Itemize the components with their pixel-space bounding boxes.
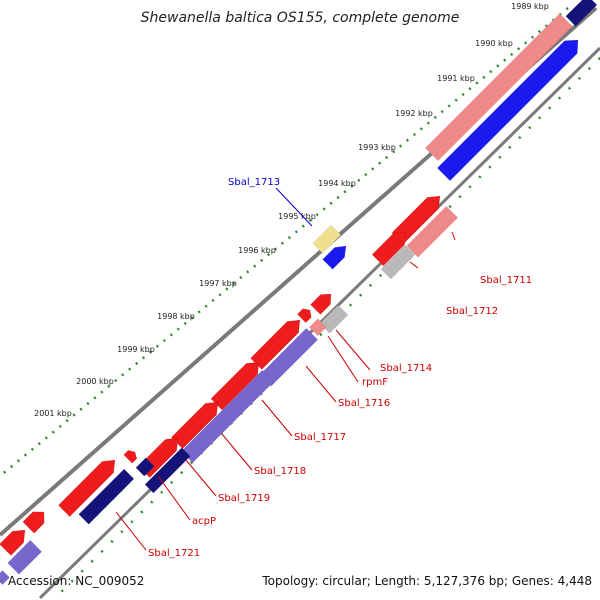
gene-block-rpmf-red[interactable] bbox=[296, 308, 312, 324]
inner-tick-ruler bbox=[54, 57, 600, 599]
gene-label-acpp[interactable]: acpP bbox=[192, 516, 216, 527]
gene-label-sbal1719[interactable]: Sbal_1719 bbox=[218, 493, 270, 504]
leader-line-sbal1718 bbox=[221, 433, 253, 471]
gene-label-sbal1711[interactable]: Sbal_1711 bbox=[480, 275, 532, 286]
gene-block-bottom-purple-small[interactable] bbox=[0, 570, 10, 585]
topology-text: Topology: circular; Length: 5,127,376 bp… bbox=[262, 574, 592, 588]
gene-label-sbal1721[interactable]: Sbal_1721 bbox=[148, 548, 200, 559]
gene-block-rpmf-pink[interactable] bbox=[308, 318, 327, 337]
leader-line-sbal1716 bbox=[305, 365, 337, 403]
leader-line-sbal1719 bbox=[185, 459, 217, 497]
tick-label-1992: 1992 kbp bbox=[395, 109, 433, 118]
gene-block-sbal1712-gray[interactable] bbox=[380, 244, 416, 280]
leader-line-sbal1714 bbox=[335, 329, 371, 371]
gene-block-sbal1719-navy[interactable] bbox=[144, 447, 191, 494]
gene-block-sbal1709-pink[interactable] bbox=[424, 13, 573, 162]
gene-label-sbal1718[interactable]: Sbal_1718 bbox=[254, 466, 306, 477]
tick-label-1998: 1998 kbp bbox=[157, 312, 195, 321]
gene-label-sbal1712[interactable]: Sbal_1712 bbox=[446, 306, 498, 317]
gene-block-bottom-red-2[interactable] bbox=[0, 529, 26, 556]
leader-line-sbal1717 bbox=[261, 399, 293, 437]
leader-line-rpmf bbox=[327, 335, 359, 383]
leader-line-acpp bbox=[157, 475, 191, 521]
tick-label-1991: 1991 kbp bbox=[437, 74, 475, 83]
gene-block-sbal1710-blue[interactable] bbox=[436, 39, 579, 182]
gene-label-sbal1717[interactable]: Sbal_1717 bbox=[294, 432, 346, 443]
gene-block-acpp-navy[interactable] bbox=[135, 457, 155, 477]
gene-label-sbal1714[interactable]: Sbal_1714 bbox=[380, 363, 432, 374]
tick-label-1990: 1990 kbp bbox=[475, 39, 513, 48]
gene-block-sbal1716-purple[interactable] bbox=[259, 327, 319, 387]
accession-text: Accession: NC_009052 bbox=[8, 574, 145, 588]
gene-block-sbal1720-red[interactable] bbox=[58, 459, 116, 517]
gene-block-sbal1712-red[interactable] bbox=[371, 231, 407, 267]
tick-label-2000: 2000 kbp bbox=[76, 377, 114, 386]
leader-line-sbal1713 bbox=[275, 187, 313, 227]
gene-label-rpmf[interactable]: rpmF bbox=[362, 377, 388, 388]
gene-block-sbal1714-red[interactable] bbox=[310, 293, 332, 315]
gene-block-sbal1721-navy[interactable] bbox=[78, 468, 135, 525]
leader-line-sbal1712 bbox=[409, 261, 419, 269]
gene-block-sbal1711-pink[interactable] bbox=[406, 205, 459, 258]
tick-label-1993: 1993 kbp bbox=[358, 143, 396, 152]
tick-label-1996: 1996 kbp bbox=[238, 246, 276, 255]
tick-label-1989: 1989 kbp bbox=[511, 2, 549, 11]
leader-line-sbal1711 bbox=[451, 231, 456, 241]
gene-label-sbal1713[interactable]: Sbal_1713 bbox=[228, 177, 280, 188]
gene-block-bottom-red-1[interactable] bbox=[22, 511, 45, 534]
tick-label-1997: 1997 kbp bbox=[199, 279, 237, 288]
tick-label-1994: 1994 kbp bbox=[318, 179, 356, 188]
tick-label-1995: 1995 kbp bbox=[278, 212, 316, 221]
tick-label-1999: 1999 kbp bbox=[117, 345, 155, 354]
gene-label-sbal1716[interactable]: Sbal_1716 bbox=[338, 398, 390, 409]
genome-title: Shewanella baltica OS155, complete genom… bbox=[140, 10, 460, 26]
gene-block-sbal1713-blue[interactable] bbox=[322, 245, 347, 270]
leader-line-sbal1721 bbox=[115, 511, 147, 551]
gene-block-bottom-purple[interactable] bbox=[7, 539, 43, 575]
gene-block-sbal1714-gray[interactable] bbox=[319, 304, 349, 334]
gene-block-acpp-red[interactable] bbox=[123, 449, 138, 464]
tick-label-2001: 2001 kbp bbox=[34, 409, 72, 418]
outer-tick-ruler bbox=[0, 7, 569, 477]
gene-block-top-navy[interactable] bbox=[565, 0, 598, 27]
gene-block-sbal1718-purple[interactable] bbox=[180, 409, 235, 464]
gene-block-sbal1713-yellow[interactable] bbox=[312, 224, 342, 254]
